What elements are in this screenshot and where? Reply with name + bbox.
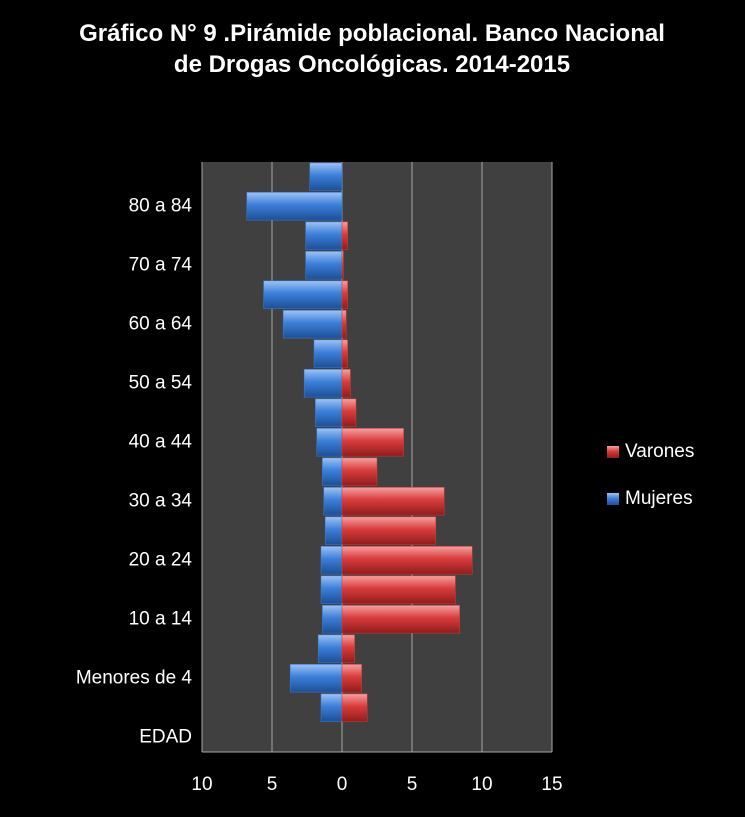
bar <box>309 162 343 191</box>
y-tick-label: 50 a 54 <box>129 372 193 393</box>
bar <box>341 575 456 604</box>
bar <box>317 634 343 663</box>
x-tick-label: 0 <box>337 774 348 795</box>
bar <box>322 605 343 634</box>
bar <box>341 280 348 309</box>
bar <box>322 457 343 486</box>
y-tick-label: 80 a 84 <box>129 195 193 216</box>
bar <box>282 310 343 339</box>
bar <box>341 487 445 516</box>
bar <box>263 280 343 309</box>
bar <box>341 605 460 634</box>
bar <box>305 251 343 280</box>
bar <box>303 369 343 398</box>
bar <box>341 398 357 427</box>
y-tick-label: EDAD <box>139 726 192 747</box>
x-tick-label: 5 <box>267 774 278 795</box>
legend-swatch <box>607 493 619 505</box>
bar <box>313 339 343 368</box>
bar <box>341 457 378 486</box>
bar <box>341 546 473 575</box>
bar <box>324 516 343 545</box>
legend-swatch <box>607 446 619 458</box>
bar <box>341 310 347 339</box>
bar <box>341 428 404 457</box>
y-tick-label: 40 a 44 <box>129 431 193 452</box>
y-tick-label: 70 a 74 <box>129 254 193 275</box>
bar <box>341 634 355 663</box>
bar <box>289 664 343 693</box>
legend-label: Varones <box>625 441 694 462</box>
bar <box>305 221 343 250</box>
plot-area <box>202 162 552 752</box>
bar <box>341 693 368 722</box>
legend-label: Mujeres <box>625 488 693 509</box>
bar <box>341 369 351 398</box>
bar <box>315 398 343 427</box>
x-tick-label: 10 <box>471 774 492 795</box>
y-tick-label: 60 a 64 <box>129 313 193 334</box>
bar <box>320 575 343 604</box>
x-tick-label: 5 <box>407 774 418 795</box>
bar <box>341 516 437 545</box>
y-tick-label: Menores de 4 <box>76 667 193 688</box>
chart-title: Gráfico N° 9 .Pirámide poblacional. Banc… <box>79 20 665 78</box>
bar <box>323 487 343 516</box>
y-tick-label: 20 a 24 <box>129 549 193 570</box>
bar <box>320 546 343 575</box>
x-tick-label: 10 <box>191 774 212 795</box>
x-tick-label: 15 <box>541 774 562 795</box>
bar <box>341 251 344 280</box>
bar <box>341 339 348 368</box>
bar <box>341 664 362 693</box>
bar <box>341 221 348 250</box>
y-tick-label: 10 a 14 <box>129 608 193 629</box>
bar <box>246 192 343 221</box>
y-tick-label: 30 a 34 <box>129 490 193 511</box>
bar <box>316 428 343 457</box>
bar <box>320 693 343 722</box>
